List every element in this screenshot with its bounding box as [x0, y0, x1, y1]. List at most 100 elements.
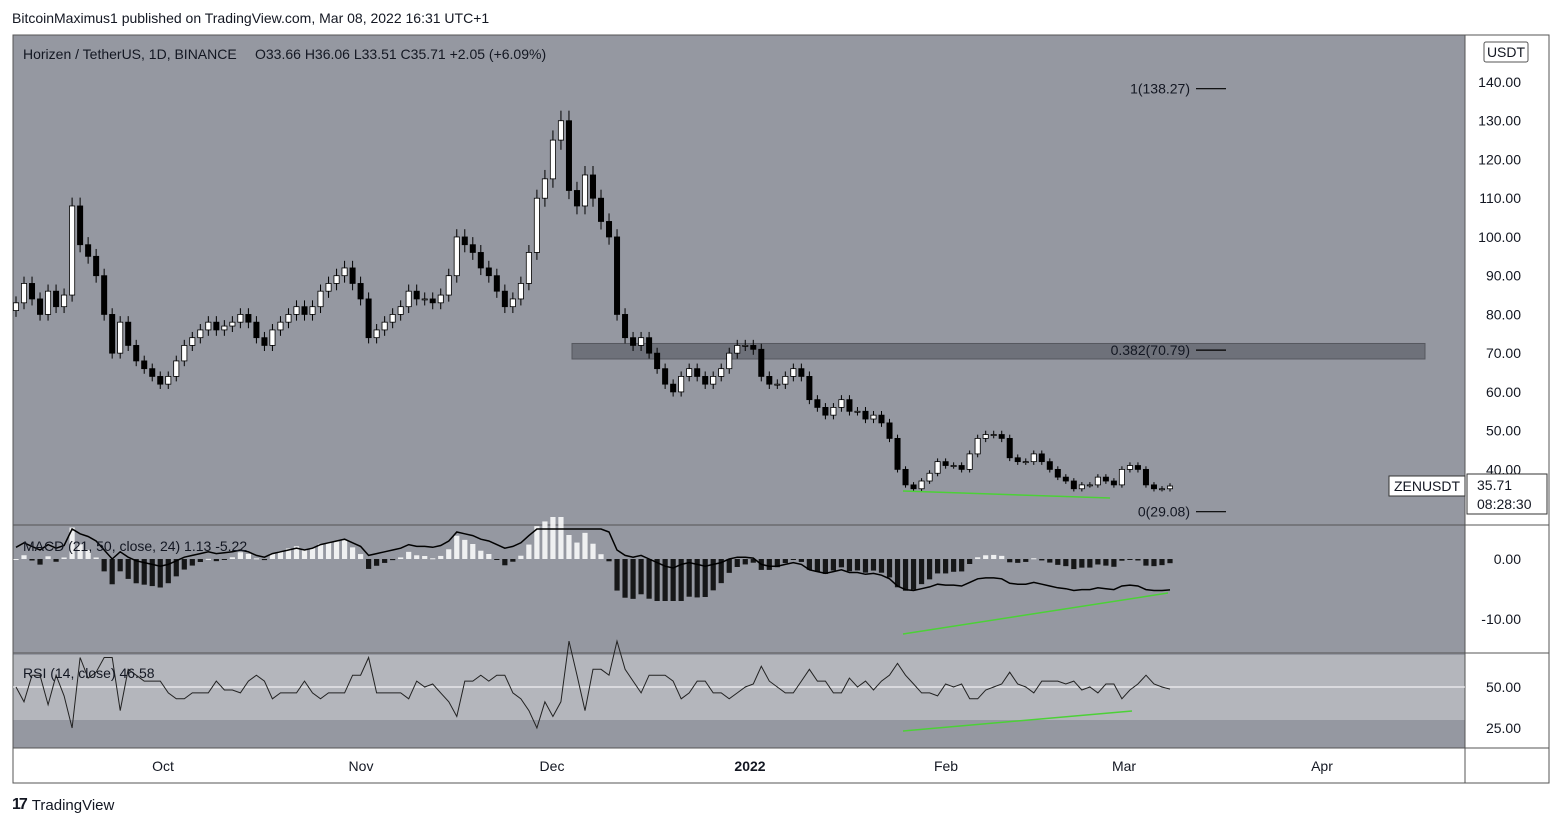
candle-body [286, 314, 291, 322]
candle [366, 292, 371, 343]
candle-body [879, 415, 884, 423]
candle-body [959, 466, 964, 470]
candle [78, 198, 83, 253]
macd-bar [454, 536, 459, 559]
macd-bar [823, 559, 828, 574]
candle-body [646, 338, 651, 353]
macd-bar [206, 559, 211, 560]
candle-body [494, 276, 499, 291]
candle-body [94, 256, 99, 275]
time-tick-label: 2022 [734, 758, 765, 774]
macd-bar [470, 544, 475, 559]
macd-bar [230, 557, 235, 559]
candle-body [727, 353, 732, 368]
macd-bar [462, 540, 467, 559]
macd-bar [1039, 559, 1044, 560]
macd-bar [959, 559, 964, 571]
macd-bar [590, 544, 595, 559]
candle-body [815, 400, 820, 408]
candle-body [943, 462, 948, 466]
macd-bar [927, 559, 932, 579]
candle-body [278, 322, 283, 330]
candle-body [791, 369, 796, 377]
macd-bar [61, 558, 66, 560]
symbol-label: ZENUSDT [1394, 478, 1461, 494]
macd-bar [687, 559, 692, 597]
candle-body [1007, 438, 1012, 457]
macd-bar [1079, 559, 1084, 568]
macd-bar [1167, 559, 1172, 563]
macd-bar [366, 559, 371, 569]
macd-bar [214, 559, 219, 561]
candle-body [110, 314, 115, 353]
rsi-tick-label: 25.00 [1486, 720, 1521, 736]
rsi-tick-label: 50.00 [1486, 679, 1521, 695]
candle-body [1087, 485, 1092, 486]
macd-bar [486, 554, 491, 559]
candle [967, 450, 972, 472]
time-tick-label: Oct [152, 758, 174, 774]
candle-body [847, 400, 852, 412]
macd-bar [414, 555, 419, 559]
macd-bar [1119, 559, 1124, 561]
candle-body [326, 283, 331, 291]
candle-body [398, 307, 403, 315]
candle-body [86, 245, 91, 257]
macd-bar [598, 554, 603, 559]
macd-bar [1047, 559, 1052, 563]
candle-body [342, 268, 347, 276]
candle-body [366, 299, 371, 338]
macd-bar [478, 551, 483, 559]
ohlc-values: O33.66 H36.06 L33.51 C35.71 +2.05 (+6.09… [255, 46, 546, 62]
candle-body [318, 291, 323, 306]
candle-body [550, 140, 555, 179]
candle-body [502, 291, 507, 306]
candle-body [638, 338, 643, 346]
chart-area[interactable]: 140.00 130.00 120.00 110.00 100.00 90.00 80.00… [0, 0, 1562, 790]
candle [118, 316, 123, 358]
candle [614, 229, 619, 320]
candle-body [1095, 477, 1100, 485]
candle-body [21, 283, 26, 302]
candle-body [1151, 485, 1156, 489]
macd-bar [622, 559, 627, 598]
macd-bar [158, 559, 163, 588]
candle-body [350, 268, 355, 283]
resistance-zone [572, 343, 1425, 358]
macd-bar [614, 559, 619, 591]
candle-body [695, 369, 700, 377]
macd-bar [783, 559, 788, 563]
candle [903, 466, 908, 487]
candle-body [655, 353, 660, 368]
price-tick-label: 110.00 [1479, 190, 1521, 206]
candle-body [903, 469, 908, 484]
macd-bar [518, 556, 523, 559]
candle-body [1031, 454, 1036, 462]
candle-body [1039, 454, 1044, 462]
candle-body [887, 423, 892, 438]
candle-body [687, 369, 692, 377]
candle-body [214, 322, 219, 330]
candle-body [1111, 481, 1116, 485]
macd-bar [222, 559, 227, 560]
macd-bar [895, 559, 900, 587]
candle-body [831, 407, 836, 415]
macd-bar [799, 559, 804, 562]
macd-bar [310, 548, 315, 559]
candle-body [158, 376, 163, 384]
candle-body [590, 175, 595, 198]
time-tick-label: Mar [1112, 758, 1136, 774]
macd-bar [166, 559, 171, 583]
macd-bar [254, 558, 259, 559]
fib-level-label: 0(29.08) [1138, 504, 1190, 520]
last-price-label: 35.71 [1477, 477, 1512, 493]
macd-bar [1063, 559, 1068, 566]
macd-bar [743, 559, 748, 564]
macd-bar [406, 552, 411, 559]
candle-body [783, 376, 788, 384]
macd-bar [53, 559, 58, 562]
macd-bar [975, 557, 980, 559]
price-tick-label: 100.00 [1478, 229, 1521, 245]
candle-body [37, 299, 42, 314]
candle-body [935, 462, 940, 474]
